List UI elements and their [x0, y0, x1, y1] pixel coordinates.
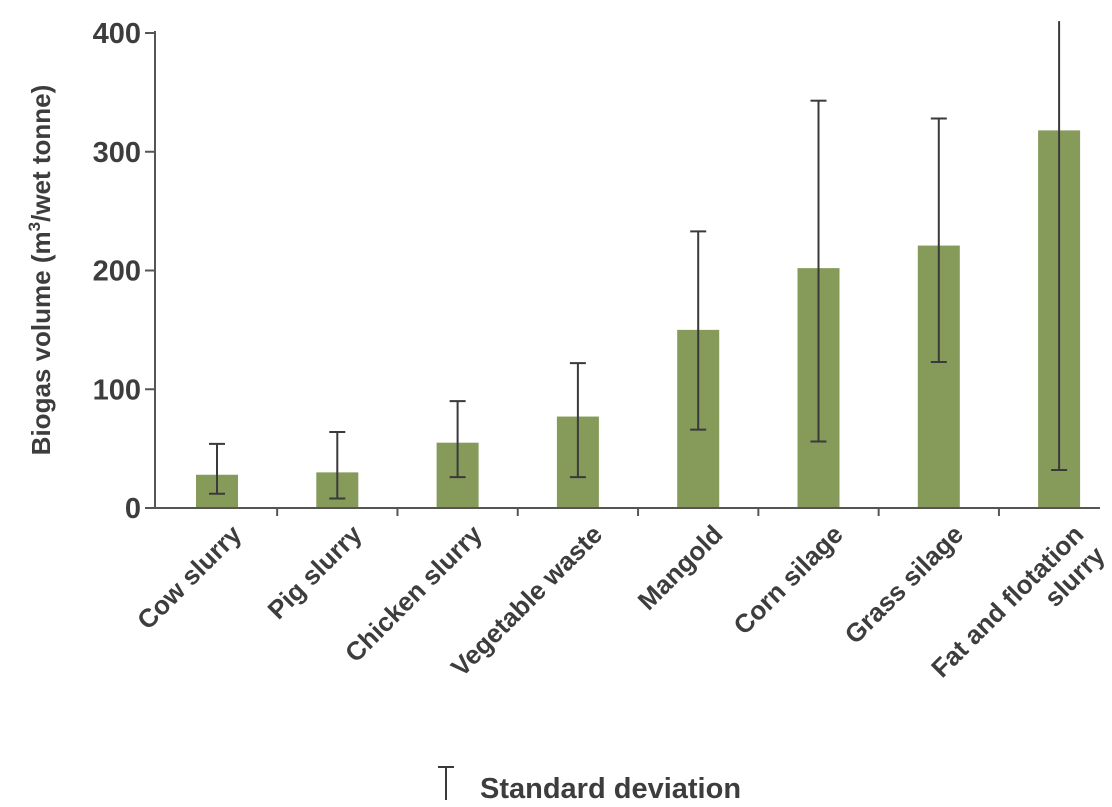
axes-layer [145, 31, 1100, 516]
x-tick-label-line: Corn silage [727, 519, 848, 640]
x-tick-label-line: Cow slurry [131, 519, 248, 636]
x-tick-label-line: Grass silage [838, 519, 969, 650]
y-tick-label: 400 [93, 18, 141, 50]
y-tick-label: 0 [125, 493, 141, 525]
x-tick-label: Cow slurry [131, 519, 248, 636]
x-tick-label: Grass silage [838, 519, 969, 650]
y-tick-label: 200 [93, 256, 141, 288]
y-tick-label: 100 [93, 374, 141, 406]
legend-label: Standard deviation [480, 773, 741, 805]
bars-layer [196, 130, 1081, 508]
x-tick-label: Corn silage [727, 519, 848, 640]
y-tick-label: 300 [93, 137, 141, 169]
x-tick-label: Mangold [632, 519, 729, 616]
legend: Standard deviation [438, 766, 741, 805]
x-tick-label: Pig slurry [262, 519, 368, 625]
x-tick-label-line: Pig slurry [262, 519, 368, 625]
y-axis-label: Biogas volume (m3/wet tonne) [25, 85, 56, 456]
x-tick-label-line: Mangold [632, 519, 729, 616]
error-bars-layer [209, 21, 1068, 500]
